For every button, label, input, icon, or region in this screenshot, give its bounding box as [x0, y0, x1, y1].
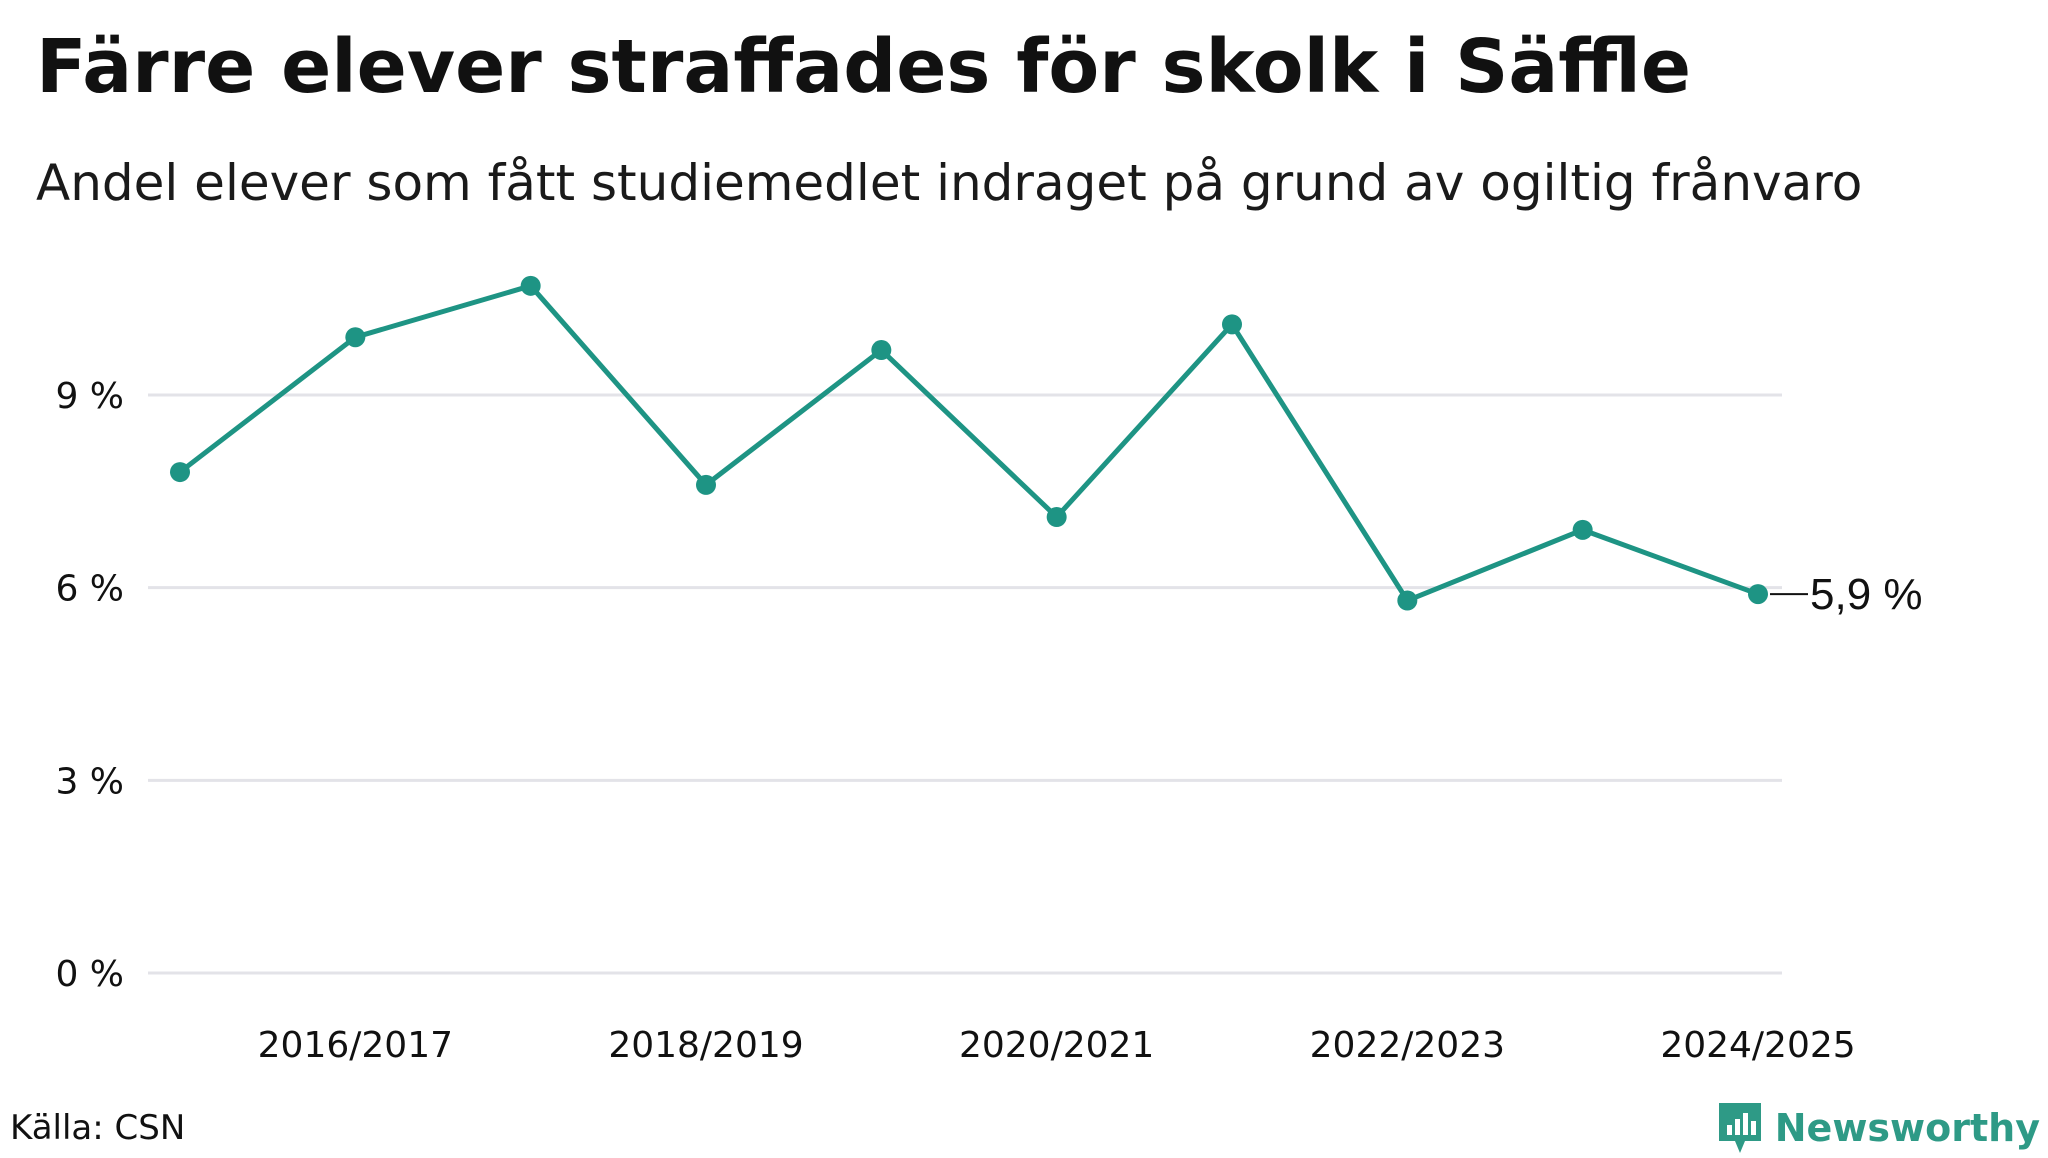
- data-point: [696, 474, 716, 495]
- x-tick-label: 2020/2021: [959, 1025, 1154, 1066]
- chart-title: Färre elever straffades för skolk i Säff…: [36, 24, 1692, 110]
- series-line-path: [177, 283, 1761, 604]
- y-axis-ticks: 0 % 3 % 6 % 9 %: [55, 376, 124, 995]
- newsworthy-logo-icon: [1718, 1103, 1761, 1153]
- y-tick-label: 3 %: [55, 761, 124, 802]
- data-point: [345, 327, 366, 348]
- x-tick-label: 2024/2025: [1660, 1025, 1855, 1066]
- x-tick-label: 2016/2017: [258, 1025, 453, 1066]
- data-point: [170, 462, 190, 483]
- data-point: [1748, 584, 1768, 605]
- data-point: [871, 340, 892, 361]
- brand-name: Newsworthy: [1774, 1106, 2040, 1150]
- x-tick-label: 2018/2019: [608, 1025, 803, 1066]
- brand: Newsworthy: [1715, 1098, 2040, 1158]
- series-line: [177, 283, 1761, 604]
- y-tick-label: 9 %: [55, 376, 124, 417]
- data-point: [1222, 314, 1242, 335]
- data-point: [1046, 507, 1067, 528]
- data-point: [520, 275, 541, 296]
- end-value-label: 5,9 %: [1810, 570, 1923, 619]
- data-point: [1397, 590, 1418, 611]
- y-tick-label: 0 %: [55, 954, 124, 995]
- end-label-group: 5,9 %: [1770, 570, 1923, 619]
- chart-subtitle: Andel elever som fått studiemedlet indra…: [36, 154, 1863, 212]
- y-tick-label: 6 %: [55, 569, 124, 610]
- source-note: Källa: CSN: [10, 1108, 186, 1148]
- line-chart: 0 % 3 % 6 % 9 % 2016/2017 2018/2019 2020/2021…: [55, 275, 1923, 1066]
- x-axis-ticks: 2016/2017 2018/2019 2020/2021 2022/2023 2024…: [258, 1025, 1856, 1066]
- x-tick-label: 2022/2023: [1310, 1025, 1505, 1066]
- gridlines: [148, 393, 1782, 975]
- series-markers: [170, 275, 1768, 611]
- data-point: [1572, 519, 1593, 540]
